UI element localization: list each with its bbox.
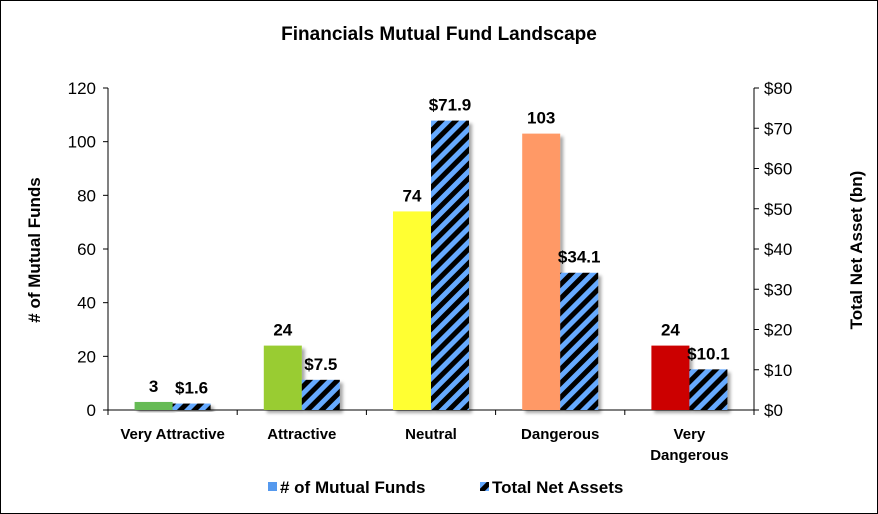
funds-value-label: 74 <box>403 186 422 205</box>
x-tick-label: Neutral <box>405 426 457 443</box>
right-tick-label: $10 <box>764 361 792 380</box>
left-tick-label: 0 <box>87 401 96 420</box>
funds-bar <box>651 345 690 410</box>
x-tick-label: Very <box>674 426 706 443</box>
x-tick-label: Very Attractive <box>120 426 225 443</box>
right-tick-label: $30 <box>764 280 792 299</box>
funds-value-label: 24 <box>273 321 292 340</box>
legend-swatch-funds <box>268 482 277 491</box>
assets-value-label: $1.6 <box>175 379 208 398</box>
assets-value-label: $7.5 <box>304 355 337 374</box>
legend-swatch-assets <box>480 482 489 491</box>
funds-value-label: 103 <box>527 109 555 128</box>
funds-value-label: 24 <box>661 321 680 340</box>
funds-bar <box>522 133 561 410</box>
right-tick-label: $40 <box>764 240 792 259</box>
left-axis-label: # of Mutual Funds <box>25 177 44 322</box>
assets-value-label: $71.9 <box>429 96 472 115</box>
left-tick-label: 60 <box>77 240 96 259</box>
funds-bar <box>134 401 173 410</box>
right-tick-label: $0 <box>764 401 783 420</box>
left-tick-label: 20 <box>77 347 96 366</box>
assets-bar <box>431 120 469 410</box>
chart-title: Financials Mutual Fund Landscape <box>281 24 597 45</box>
funds-value-label: 3 <box>149 377 158 396</box>
plot-area: 0 20 40 60 80 100 120 $0 $10 $20 $30 $40 $50 $60 $70 $8… <box>68 79 793 497</box>
left-tick-label: 40 <box>77 294 96 313</box>
right-tick-label: $60 <box>764 160 792 179</box>
assets-bar <box>689 369 728 410</box>
right-tick-label: $50 <box>764 200 792 219</box>
funds-bar <box>263 345 302 410</box>
assets-bar <box>301 379 340 410</box>
x-tick-label: Dangerous <box>650 447 728 464</box>
assets-bar <box>560 272 599 410</box>
right-axis-label: Total Net Asset (bn) <box>847 171 866 330</box>
left-tick-label: 100 <box>68 133 96 152</box>
left-tick-label: 80 <box>77 186 96 205</box>
assets-bar <box>172 403 211 410</box>
legend-label-assets: Total Net Assets <box>492 478 623 497</box>
assets-value-label: $34.1 <box>558 248 601 267</box>
x-tick-label: Attractive <box>267 426 336 443</box>
legend-label-funds: # of Mutual Funds <box>280 478 425 497</box>
right-tick-label: $70 <box>764 119 792 138</box>
right-tick-label: $80 <box>764 79 792 98</box>
x-tick-label: Dangerous <box>521 426 599 443</box>
assets-value-label: $10.1 <box>687 344 730 363</box>
funds-bar <box>393 211 431 410</box>
left-tick-label: 120 <box>68 79 96 98</box>
right-tick-label: $20 <box>764 321 792 340</box>
